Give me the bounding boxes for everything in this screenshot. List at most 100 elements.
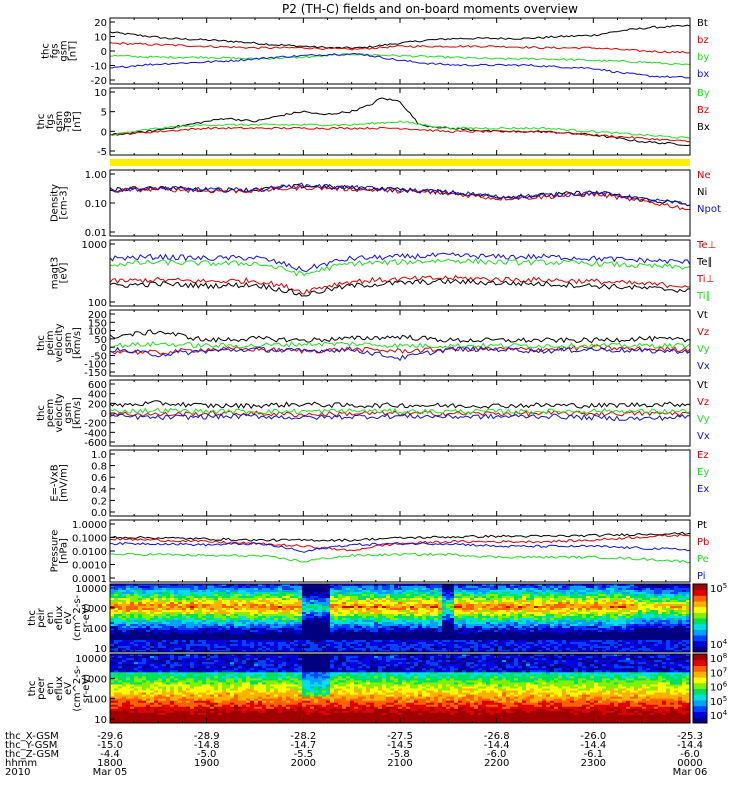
heat-cell	[194, 640, 199, 643]
heat-cell	[202, 650, 207, 653]
heat-cell	[606, 600, 611, 603]
heat-cell	[574, 628, 579, 631]
heat-cell	[526, 616, 531, 619]
y-tick-label: -150	[84, 368, 107, 379]
heat-cell	[118, 642, 123, 645]
heat-cell	[234, 640, 239, 643]
heat-cell	[466, 624, 471, 627]
heat-cell	[166, 628, 171, 631]
heat-cell	[162, 634, 167, 637]
heat-cell	[346, 586, 351, 589]
heat-cell	[486, 594, 491, 597]
heat-cell	[422, 638, 427, 641]
heat-cell	[218, 640, 223, 643]
heat-cell	[330, 622, 335, 625]
heat-cell	[158, 608, 163, 611]
heat-cell	[290, 620, 295, 623]
heat-cell	[322, 590, 327, 593]
heat-cell	[302, 644, 307, 647]
heat-cell	[610, 626, 615, 629]
heat-cell	[510, 584, 515, 587]
y-label-line: [km/s]	[72, 397, 83, 429]
heat-cell	[282, 632, 287, 635]
heat-cell	[486, 596, 491, 599]
heat-cell	[310, 612, 315, 615]
heat-cell	[458, 584, 463, 587]
heat-cell	[250, 630, 255, 633]
heat-cell	[386, 612, 391, 615]
heat-cell	[598, 648, 603, 651]
heat-cell	[506, 638, 511, 641]
heat-cell	[222, 602, 227, 605]
heat-cell	[618, 622, 623, 625]
heat-cell	[450, 584, 455, 587]
heat-cell	[258, 614, 263, 617]
heat-cell	[358, 622, 363, 625]
heat-cell	[514, 618, 519, 621]
heat-cell	[174, 596, 179, 599]
heat-cell	[382, 620, 387, 623]
heat-cell	[266, 594, 271, 597]
heat-cell	[142, 588, 147, 591]
heat-cell	[418, 600, 423, 603]
heat-cell	[538, 614, 543, 617]
heat-cell	[474, 620, 479, 623]
heat-cell	[442, 630, 447, 633]
heat-cell	[446, 612, 451, 615]
heat-cell	[182, 648, 187, 651]
heat-cell	[330, 606, 335, 609]
heat-cell	[326, 600, 331, 603]
heat-cell	[298, 628, 303, 631]
heat-cell	[226, 588, 231, 591]
heat-cell	[246, 632, 251, 635]
heat-cell	[586, 644, 591, 647]
heat-cell	[178, 600, 183, 603]
heat-cell	[310, 618, 315, 621]
y-tick-label: 0.01	[85, 228, 107, 239]
heat-cell	[170, 606, 175, 609]
heat-cell	[134, 610, 139, 613]
heat-cell	[198, 598, 203, 601]
heat-cell	[266, 612, 271, 615]
heat-cell	[458, 628, 463, 631]
heat-cell	[126, 636, 131, 639]
heat-cell	[310, 596, 315, 599]
heat-cell	[186, 648, 191, 651]
heat-cell	[346, 640, 351, 643]
heat-cell	[398, 640, 403, 643]
heat-cell	[306, 650, 311, 653]
heat-cell	[442, 594, 447, 597]
heat-cell	[566, 584, 571, 587]
heat-cell	[578, 648, 583, 651]
heat-cell	[470, 592, 475, 595]
heat-cell	[502, 610, 507, 613]
heat-cell	[142, 620, 147, 623]
heat-cell	[354, 590, 359, 593]
heat-cell	[438, 632, 443, 635]
heat-cell	[486, 586, 491, 589]
heat-cell	[282, 614, 287, 617]
heat-cell	[306, 634, 311, 637]
heat-cell	[266, 584, 271, 587]
heat-cell	[262, 644, 267, 647]
heat-cell	[526, 640, 531, 643]
heat-cell	[254, 632, 259, 635]
heat-cell	[346, 646, 351, 649]
heat-cell	[546, 586, 551, 589]
heat-cell	[382, 618, 387, 621]
heat-cell	[386, 584, 391, 587]
heat-cell	[330, 650, 335, 653]
heat-cell	[462, 612, 467, 615]
heat-cell	[174, 632, 179, 635]
heat-cell	[154, 630, 159, 633]
heat-cell	[382, 630, 387, 633]
heat-cell	[442, 610, 447, 613]
heat-cell	[546, 628, 551, 631]
heat-cell	[342, 650, 347, 653]
legend-ne: Ne	[697, 170, 711, 181]
heat-cell	[330, 618, 335, 621]
heat-cell	[318, 584, 323, 587]
heat-cell	[266, 586, 271, 589]
heat-cell	[190, 644, 195, 647]
heat-cell	[278, 600, 283, 603]
